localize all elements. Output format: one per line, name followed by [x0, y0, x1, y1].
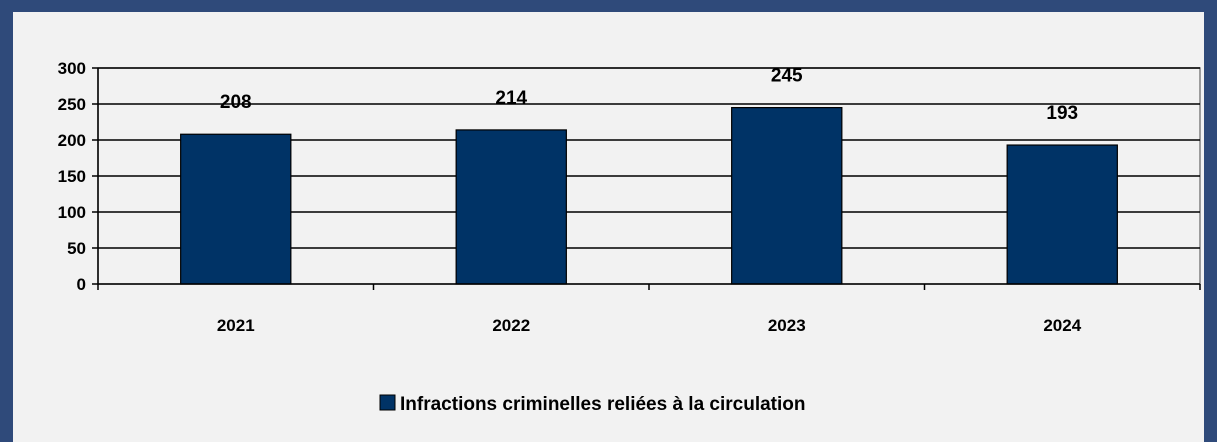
- bars: [180, 106, 1118, 285]
- y-tick-label: 300: [58, 59, 86, 78]
- data-label: 208: [220, 92, 252, 113]
- y-tick-label: 150: [58, 167, 86, 186]
- y-tick-labels: 0 50 100 150 200 250 300: [58, 59, 86, 294]
- x-tick-label: 2024: [1043, 316, 1081, 335]
- x-tick-label: 2023: [768, 316, 806, 335]
- y-tick-label: 250: [58, 95, 86, 114]
- data-label: 193: [1046, 103, 1078, 124]
- bar-2021: [180, 133, 292, 285]
- y-tick-label: 200: [58, 131, 86, 150]
- bar-2023: [731, 106, 843, 285]
- data-labels: 208 214 245 193: [220, 66, 1078, 124]
- x-tick-label: 2021: [217, 316, 255, 335]
- bar-2022: [455, 129, 567, 285]
- x-tick-label: 2022: [492, 316, 530, 335]
- bar-2024: [1006, 144, 1118, 285]
- legend-swatch: [379, 394, 396, 411]
- y-tick-label: 100: [58, 203, 86, 222]
- legend: Infractions criminelles reliées à la cir…: [379, 394, 806, 415]
- legend-label: Infractions criminelles reliées à la cir…: [400, 394, 806, 415]
- data-label: 214: [495, 88, 527, 109]
- data-label: 245: [771, 66, 803, 87]
- x-tick-labels: 2021 2022 2023 2024: [217, 316, 1082, 335]
- axes: [92, 67, 1201, 290]
- y-tick-label: 0: [77, 275, 86, 294]
- y-tick-label: 50: [67, 239, 86, 258]
